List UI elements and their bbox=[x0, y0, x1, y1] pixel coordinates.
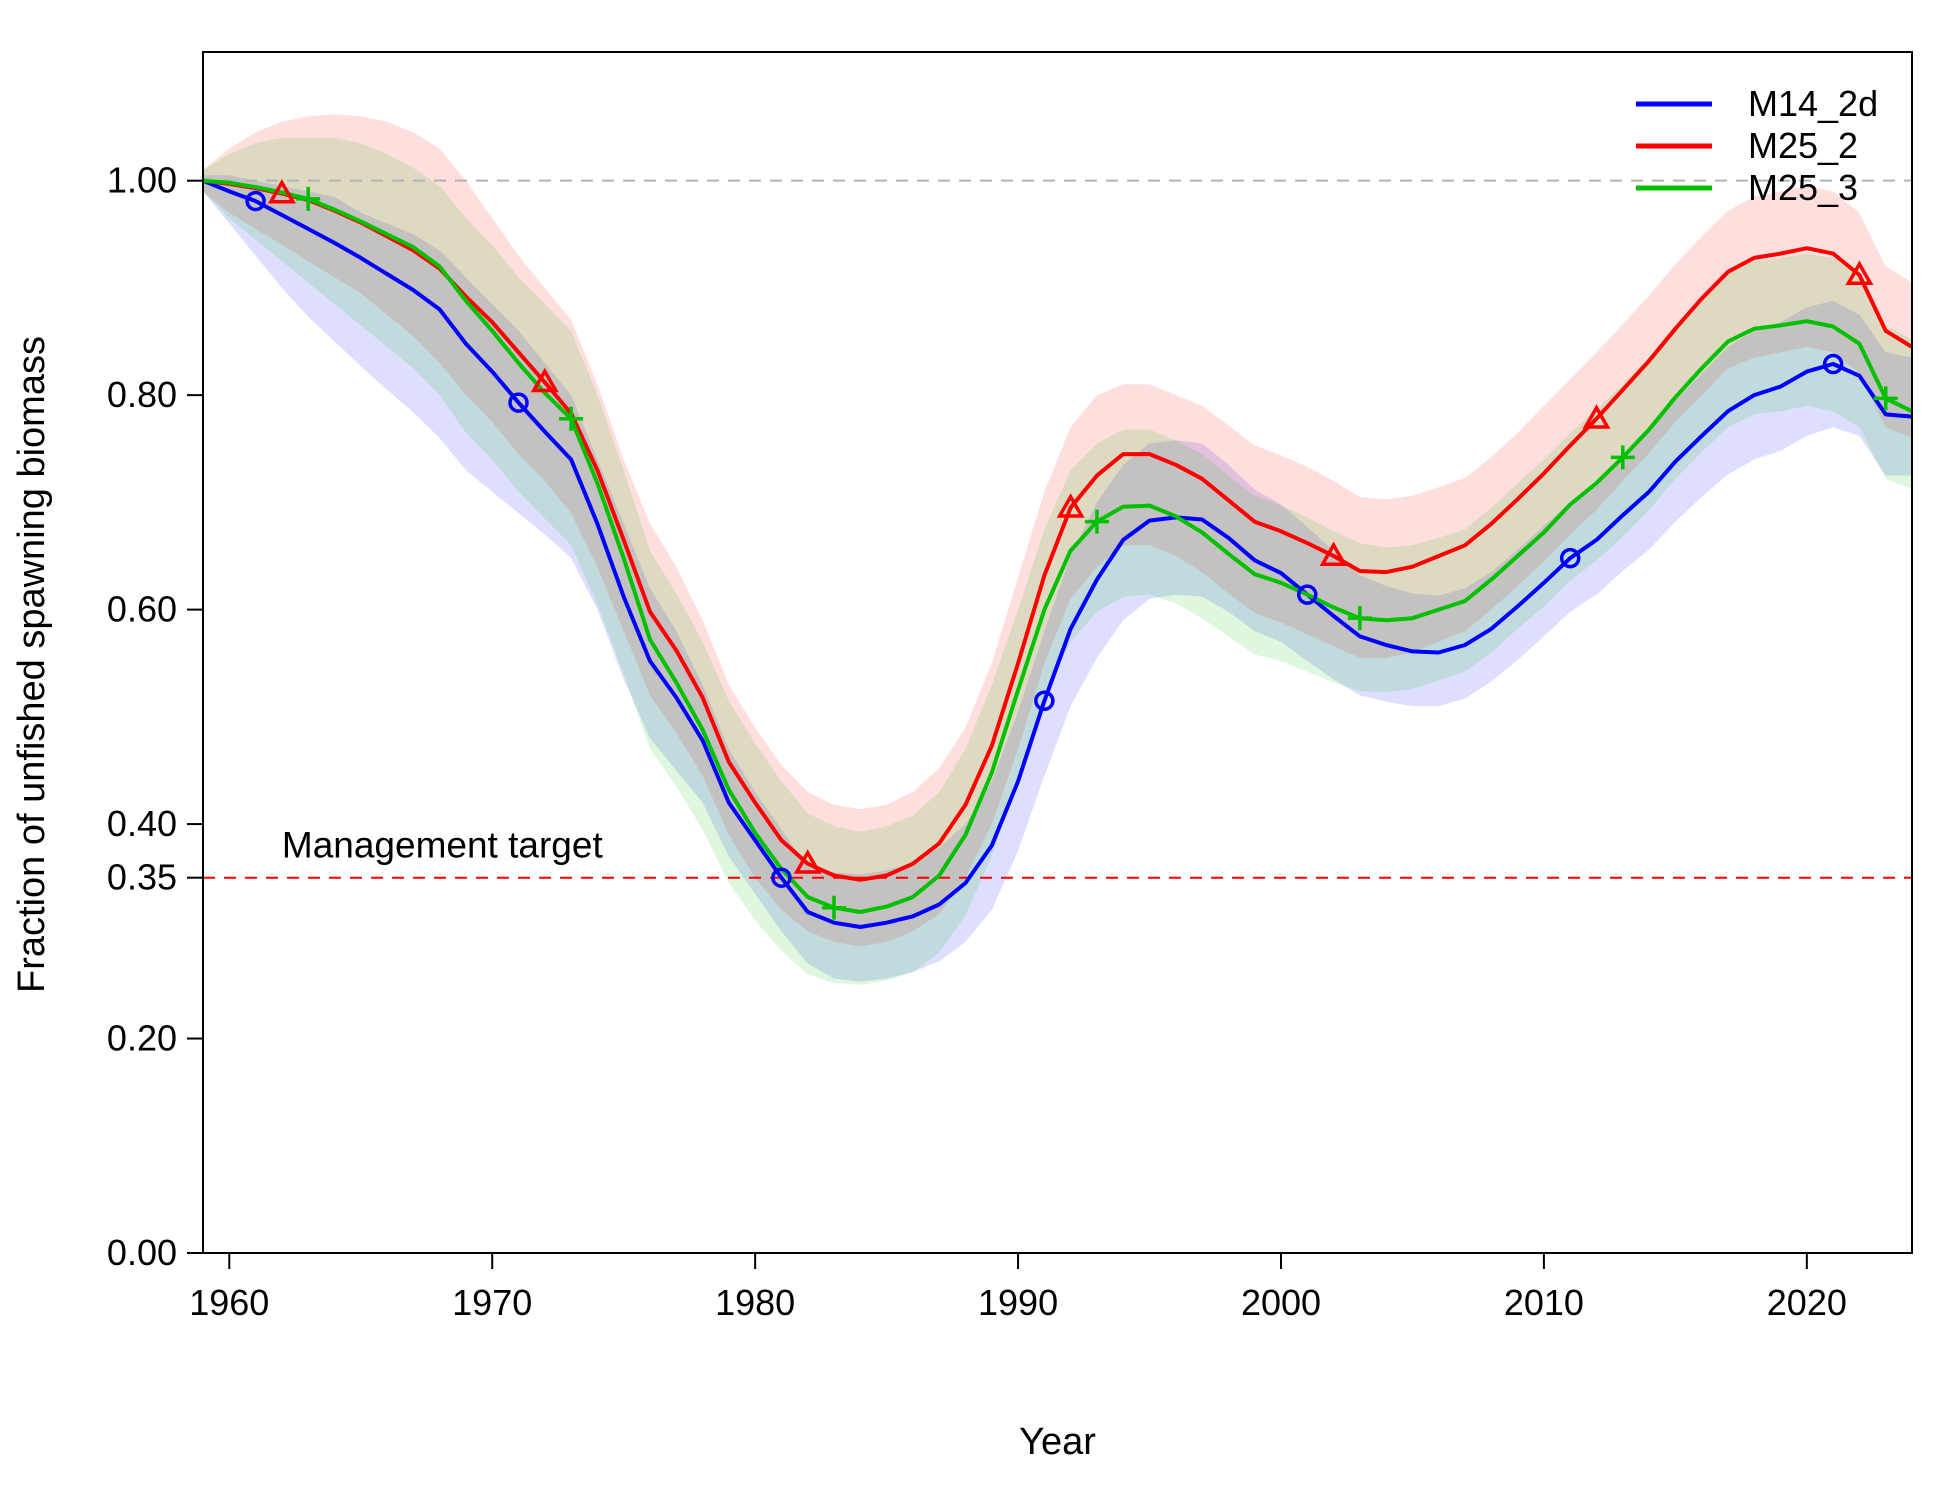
y-tick-label-4: 0.60 bbox=[107, 589, 177, 630]
marker-m14-2d-1961 bbox=[245, 190, 266, 212]
x-tick-label-1970: 1970 bbox=[452, 1282, 532, 1323]
y-tick-label-5: 0.80 bbox=[107, 374, 177, 415]
band-m25-3 bbox=[203, 137, 1912, 985]
y-axis-label: Fraction of unfished spawning biomass bbox=[11, 336, 53, 993]
marker-m25-3-2003 bbox=[1347, 606, 1372, 631]
marker-m25-2-1982 bbox=[793, 849, 822, 874]
marker-m25-3-1983 bbox=[822, 895, 847, 920]
marker-m25-2-1962 bbox=[267, 179, 296, 204]
marker-m14-2d-1971 bbox=[508, 392, 529, 413]
y-tick-label-2: 0.35 bbox=[107, 857, 177, 898]
axes: 1960 1970 1980 1990 2000 2010 2020 0.00 0.20 0.35… bbox=[107, 160, 1847, 1323]
y-tick-label-0: 0.00 bbox=[107, 1232, 177, 1273]
line-m25-2 bbox=[202, 178, 1914, 882]
marker-m25-2-2022 bbox=[1845, 260, 1874, 286]
marker-m25-3-1993 bbox=[1084, 509, 1109, 534]
marker-m14-2d-2001 bbox=[1297, 584, 1318, 605]
band-m25-2 bbox=[203, 114, 1912, 947]
legend-label-m14-2d: M14_2d bbox=[1748, 83, 1878, 124]
line-m25-3 bbox=[202, 178, 1913, 914]
marker-m14-2d-1991 bbox=[1034, 690, 1055, 712]
management-target-label: Management target bbox=[282, 825, 604, 866]
x-tick-label-1980: 1980 bbox=[715, 1282, 795, 1323]
reference-lines bbox=[203, 179, 1912, 879]
band-m14-2d bbox=[203, 175, 1912, 982]
y-tick-label-6: 1.00 bbox=[107, 160, 177, 201]
series-lines bbox=[202, 178, 1914, 929]
marker-m25-3-2023 bbox=[1873, 386, 1898, 411]
marker-m14-2d-2021 bbox=[1822, 353, 1844, 375]
marker-m14-2d-1981 bbox=[771, 867, 792, 888]
marker-m25-2-2002 bbox=[1319, 541, 1348, 566]
line-m14-2d bbox=[202, 178, 1913, 929]
series-markers bbox=[245, 179, 1898, 920]
x-tick-label-1960: 1960 bbox=[189, 1282, 269, 1323]
marker-m25-2-1972 bbox=[530, 367, 559, 393]
x-tick-label-2020: 2020 bbox=[1767, 1282, 1847, 1323]
legend-label-m25-3: M25_3 bbox=[1748, 167, 1858, 208]
confidence-bands bbox=[203, 114, 1912, 985]
x-tick-label-2000: 2000 bbox=[1241, 1282, 1321, 1323]
marker-m25-3-2013 bbox=[1610, 445, 1635, 470]
marker-m25-3-1973 bbox=[559, 406, 584, 431]
marker-m14-2d-2011 bbox=[1559, 547, 1581, 569]
marker-m25-2-2012 bbox=[1582, 404, 1611, 429]
marker-m25-2-1992 bbox=[1056, 493, 1085, 518]
x-tick-label-1990: 1990 bbox=[978, 1282, 1058, 1323]
legend-label-m25-2: M25_2 bbox=[1748, 125, 1858, 166]
y-tick-label-1: 0.20 bbox=[107, 1018, 177, 1059]
x-tick-label-2010: 2010 bbox=[1504, 1282, 1584, 1323]
x-axis-label: Year bbox=[1019, 1421, 1096, 1463]
y-tick-label-3: 0.40 bbox=[107, 803, 177, 844]
marker-m25-3-1963 bbox=[296, 186, 321, 211]
